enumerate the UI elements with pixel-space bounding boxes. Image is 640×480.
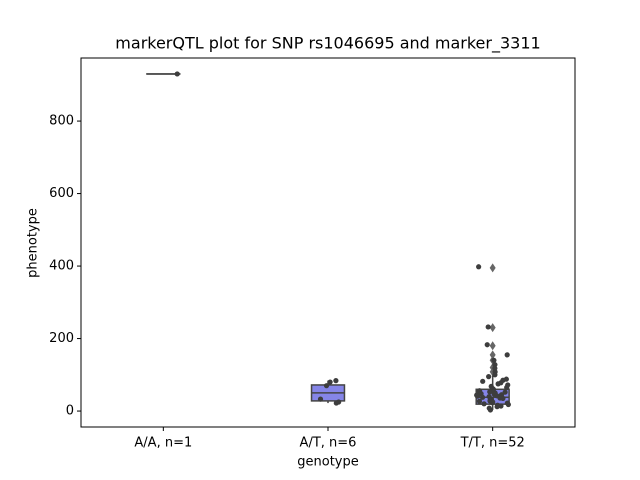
point xyxy=(484,342,490,348)
outlier xyxy=(489,263,496,273)
x-tick-label: A/T, n=6 xyxy=(300,436,357,451)
point xyxy=(492,372,498,378)
point xyxy=(174,71,180,77)
y-tick-label: 0 xyxy=(66,404,74,419)
point xyxy=(317,396,324,402)
point xyxy=(487,407,494,413)
point xyxy=(327,379,333,385)
point xyxy=(492,362,498,368)
y-tick-label: 200 xyxy=(49,331,74,346)
y-tick-label: 600 xyxy=(49,186,74,201)
y-tick-label: 800 xyxy=(49,114,74,129)
outlier xyxy=(489,323,496,333)
point xyxy=(481,401,487,407)
chart-title: markerQTL plot for SNP rs1046695 and mar… xyxy=(115,34,540,54)
outlier xyxy=(489,350,496,360)
point xyxy=(323,383,330,389)
point xyxy=(333,378,339,384)
point xyxy=(487,389,493,395)
point xyxy=(502,389,508,395)
plot-frame xyxy=(80,57,576,428)
point xyxy=(474,393,481,399)
y-tick-label: 400 xyxy=(49,259,74,274)
y-axis-label: phenotype xyxy=(26,208,41,278)
point xyxy=(486,374,492,380)
point xyxy=(491,357,497,363)
point xyxy=(498,403,504,409)
x-tick-label: T/T, n=52 xyxy=(460,436,525,451)
point xyxy=(494,404,500,410)
point xyxy=(505,401,511,408)
point xyxy=(489,400,495,406)
point xyxy=(476,398,483,404)
point xyxy=(476,264,482,270)
x-axis-label: genotype xyxy=(297,455,358,470)
point xyxy=(479,394,486,400)
point xyxy=(480,378,486,384)
outlier xyxy=(489,341,496,351)
point xyxy=(504,352,510,358)
point xyxy=(504,384,510,391)
x-tick-label: A/A, n=1 xyxy=(134,436,192,451)
point xyxy=(485,324,491,330)
point xyxy=(333,400,339,406)
point xyxy=(500,395,506,401)
point xyxy=(495,381,501,387)
